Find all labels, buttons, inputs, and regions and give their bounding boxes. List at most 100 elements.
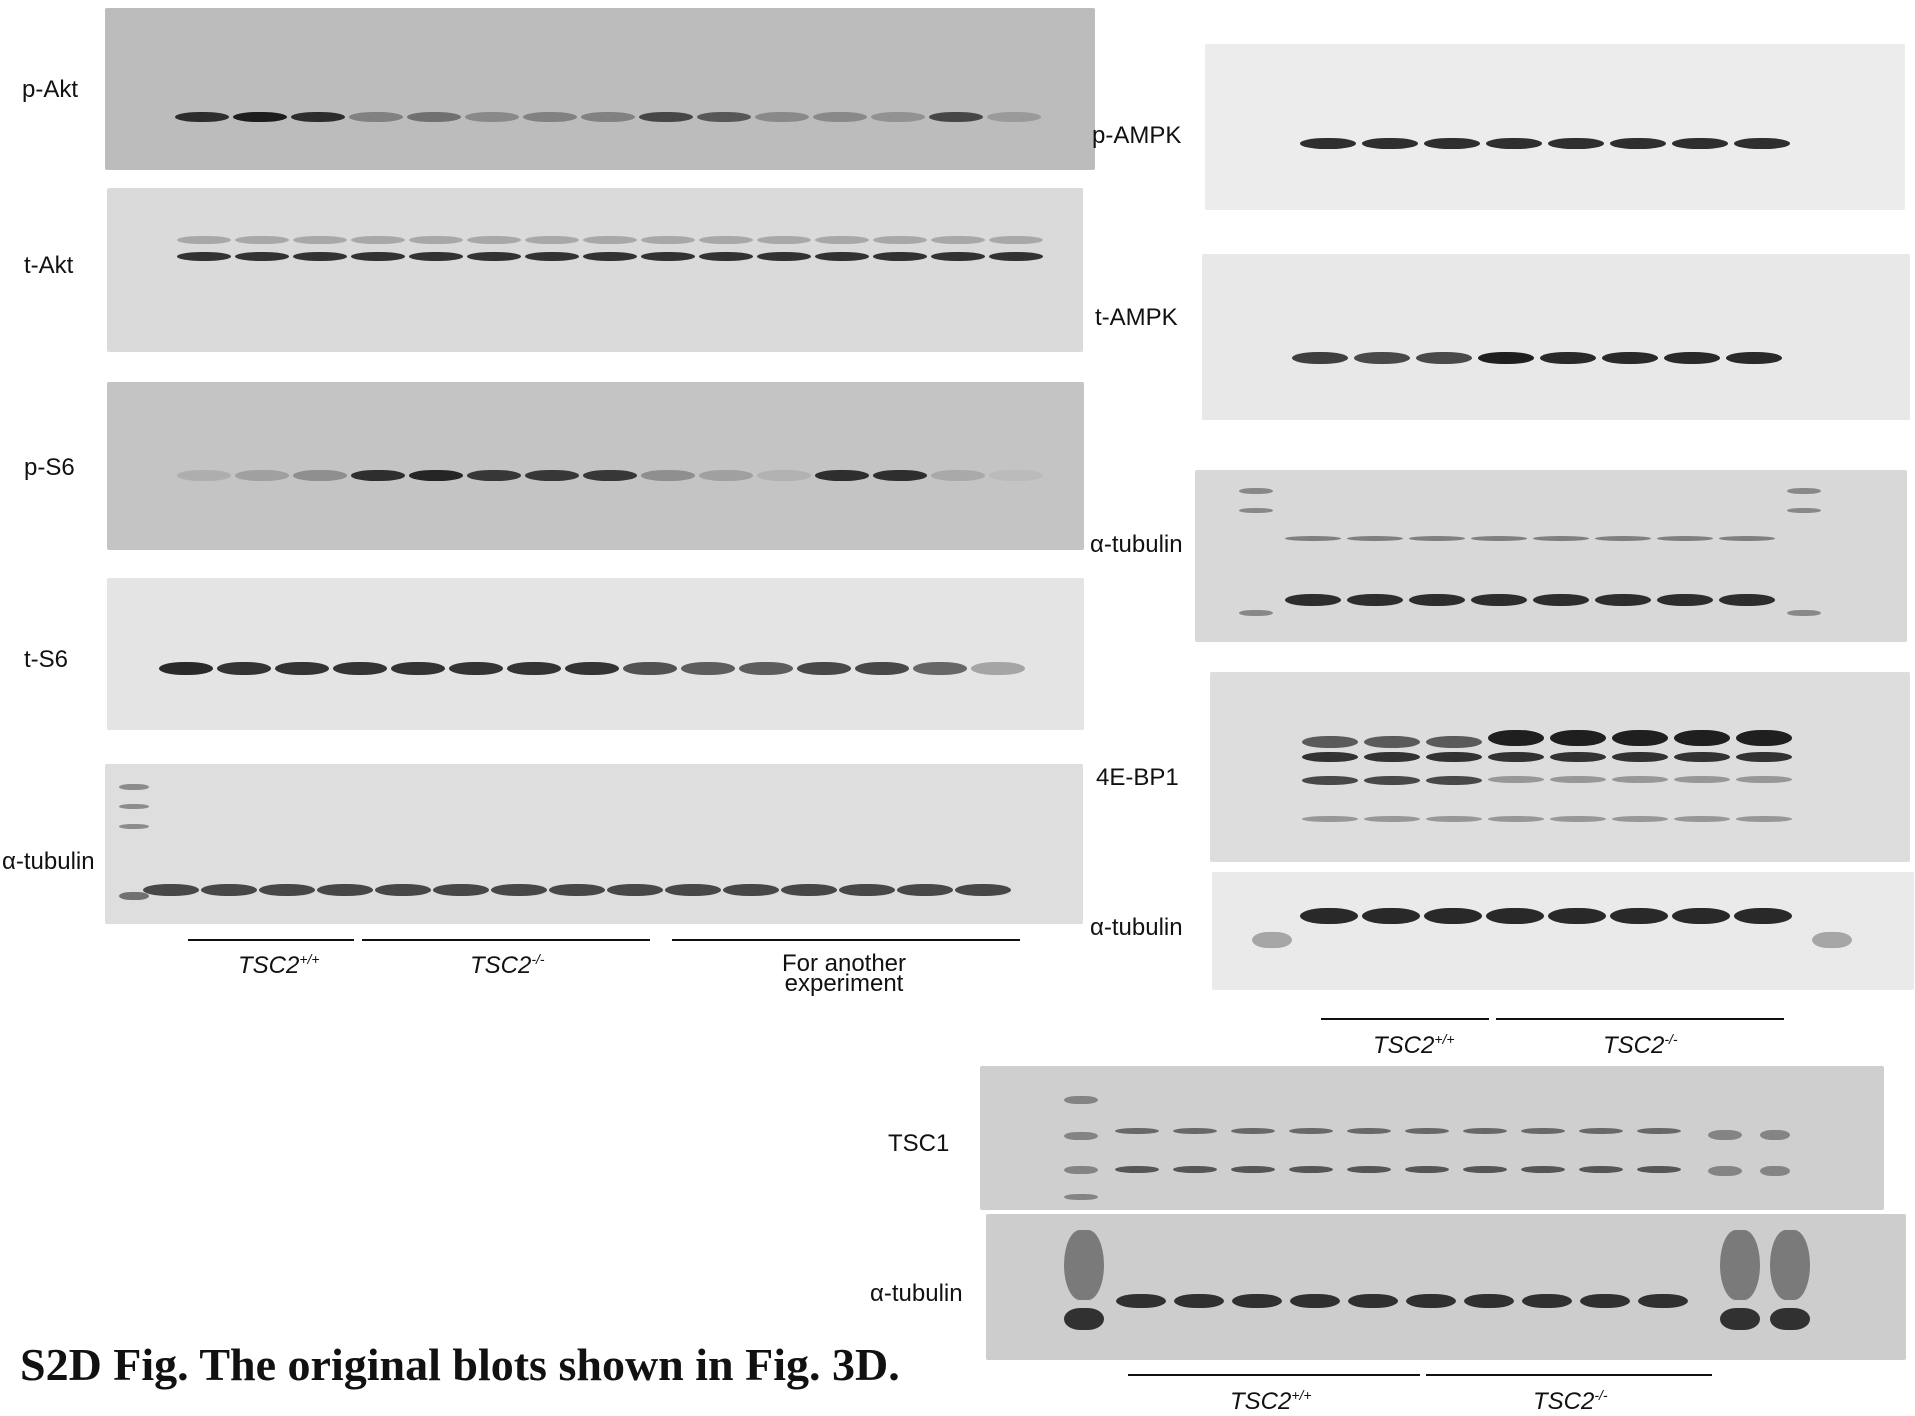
blot-band [201,884,257,896]
blot-band [1548,908,1606,924]
blot-band [1726,352,1782,364]
blot-band [235,236,289,244]
blot-band [1612,776,1668,783]
blot-band [175,112,229,122]
blot-band [1486,138,1542,149]
ladder-band [1239,508,1273,513]
blot-band [1174,1294,1224,1308]
blot-band [1347,536,1403,541]
group-line-bottom-wt [1128,1374,1420,1376]
blot-band [931,236,985,244]
blot-band [291,112,345,122]
blot-band [1533,594,1589,606]
blot-band [641,236,695,244]
blot-band [433,884,489,896]
label-t-akt: t-Akt [24,252,74,279]
blot-band [1409,536,1465,541]
group-label-right-ko: TSC2-/- [1603,1031,1678,1059]
blot-band [1672,908,1730,924]
blot-band [293,236,347,244]
label-p-akt: p-Akt [22,76,79,103]
blot-band [217,662,271,675]
blot-band [177,236,231,244]
blot-band [1550,752,1606,762]
blot-band [1285,536,1341,541]
label-alpha-tubulin-right-1: α-tubulin [1090,531,1183,558]
group-line-left-wt [188,939,354,941]
blot-band [989,470,1043,481]
ladder-band [1760,1166,1790,1176]
blot-band [1595,594,1651,606]
blot-band [757,236,811,244]
ladder-band [1787,610,1821,616]
blot-band [1595,536,1651,541]
group-line-left-ko [362,939,650,941]
ladder-band [1720,1230,1760,1300]
blot-band [351,252,405,261]
blot-band [1488,776,1544,783]
ladder-band [1720,1308,1760,1330]
label-alpha-tubulin-right-2: α-tubulin [1090,914,1183,941]
blot-band [929,112,983,122]
blot-band [1300,138,1356,149]
blot-band [1521,1128,1565,1134]
blot-band [549,884,605,896]
blot-band [931,252,985,261]
label-t-ampk: t-AMPK [1095,304,1178,331]
blot-band [871,112,925,122]
blot-band [1579,1128,1623,1134]
blot-band [1612,816,1668,822]
blot-band [1478,352,1534,364]
blot-band [723,884,779,896]
blot-band [1347,1128,1391,1134]
ladder-band [119,804,149,809]
blot-band [913,662,967,675]
blot-band [1734,908,1792,924]
blot-band [1406,1294,1456,1308]
group-label-bottom-wt: TSC2+/+ [1230,1387,1312,1415]
blot-band [349,112,403,122]
group-label-left-ko: TSC2-/- [470,951,545,979]
blot-band [1610,138,1666,149]
blot-band [1463,1128,1507,1134]
blot-band [583,236,637,244]
blot-band [1550,776,1606,783]
blot-band [143,884,199,896]
ladder-band [1252,932,1292,948]
group-label-other-experiment: For another experiment [781,950,907,997]
blot-band [989,236,1043,244]
blot-band [1231,1128,1275,1134]
blot-band [1736,816,1792,822]
blot-band [1424,138,1480,149]
ladder-band [1770,1308,1810,1330]
blot-band [839,884,895,896]
blot-band [1664,352,1720,364]
blot-band [1232,1294,1282,1308]
blot-band [697,112,751,122]
blot-band [623,662,677,675]
blot-band [1302,752,1358,762]
blot-band [699,252,753,261]
blot-band [233,112,287,122]
blot-band [1521,1166,1565,1173]
ladder-band [1064,1096,1098,1104]
blot-band [607,884,663,896]
blot-band [1736,776,1792,783]
blot-band [1300,908,1358,924]
blot-band [1612,752,1668,762]
blot-band [525,252,579,261]
ladder-band [1064,1308,1104,1330]
figure-caption: S2D Fig. The original blots shown in Fig… [20,1339,900,1390]
blot-band [1362,908,1420,924]
blot-band [1550,730,1606,746]
label-p-s6: p-S6 [24,454,75,481]
blot-band [755,112,809,122]
blot-band [177,252,231,261]
blot-band [1463,1166,1507,1173]
blot-band [1719,594,1775,606]
blot-band [931,470,985,481]
blot-band [1486,908,1544,924]
blot-band [873,470,927,481]
blot-band [1173,1128,1217,1134]
blot-band [815,470,869,481]
